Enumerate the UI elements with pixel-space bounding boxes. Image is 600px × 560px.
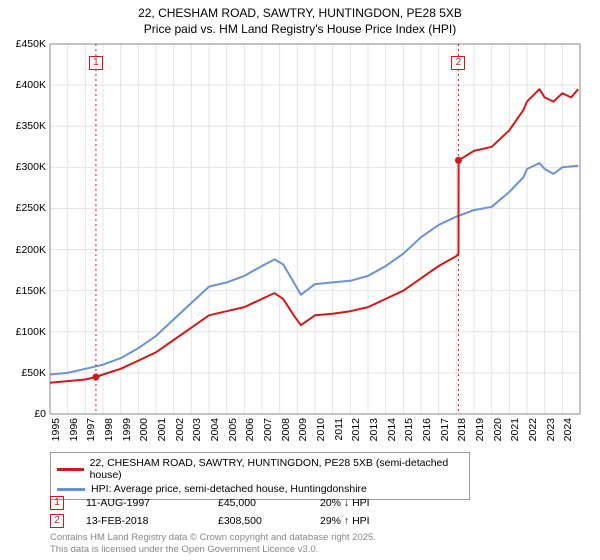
x-tick-label: 2011 [333, 418, 345, 441]
legend-label-price-paid: 22, CHESHAM ROAD, SAWTRY, HUNTINGDON, PE… [90, 457, 463, 481]
x-tick-label: 2010 [315, 418, 327, 441]
x-tick-label: 2024 [562, 418, 574, 441]
x-tick-label: 1997 [85, 418, 97, 441]
transaction-date-2: 13-FEB-2018 [86, 515, 196, 527]
x-tick-label: 2008 [280, 418, 292, 441]
transaction-price-2: £308,500 [218, 515, 298, 527]
transaction-price-1: £45,000 [218, 497, 298, 509]
legend-row-hpi: HPI: Average price, semi-detached house,… [57, 482, 463, 496]
x-tick-label: 1995 [50, 418, 62, 441]
y-tick-label: £50K [21, 367, 46, 379]
legend-row-price-paid: 22, CHESHAM ROAD, SAWTRY, HUNTINGDON, PE… [57, 456, 463, 482]
x-tick-label: 1996 [68, 418, 80, 441]
chart: 1995199619971998199920002001200220032004… [50, 44, 580, 414]
x-tick-label: 2015 [403, 418, 415, 441]
x-tick-label: 2012 [350, 418, 362, 441]
y-tick-label: £200K [16, 244, 46, 256]
x-tick-label: 2017 [439, 418, 451, 441]
transaction-delta-2: 29% ↑ HPI [320, 515, 370, 527]
footnote-line1: Contains HM Land Registry data © Crown c… [50, 532, 376, 544]
y-tick-label: £300K [16, 161, 46, 173]
transaction-row-2: 2 13-FEB-2018 £308,500 29% ↑ HPI [50, 514, 370, 528]
transaction-row-1: 1 11-AUG-1997 £45,000 20% ↓ HPI [50, 496, 370, 510]
x-tick-label: 2009 [297, 418, 309, 441]
x-tick-label: 1999 [121, 418, 133, 441]
title-address: 22, CHESHAM ROAD, SAWTRY, HUNTINGDON, PE… [0, 6, 600, 22]
transaction-delta-1: 20% ↓ HPI [320, 497, 370, 509]
x-tick-label: 2003 [191, 418, 203, 441]
y-tick-label: £400K [16, 79, 46, 91]
x-tick-label: 2006 [244, 418, 256, 441]
x-tick-label: 2001 [156, 418, 168, 441]
x-tick-label: 2022 [527, 418, 539, 441]
y-tick-label: £250K [16, 202, 46, 214]
transaction-date-1: 11-AUG-1997 [86, 497, 196, 509]
legend-swatch-hpi [57, 488, 85, 491]
x-tick-label: 2020 [492, 418, 504, 441]
transaction-badge-2: 2 [50, 514, 64, 528]
title-subtitle: Price paid vs. HM Land Registry's House … [0, 22, 600, 38]
x-tick-label: 2013 [368, 418, 380, 441]
y-tick-label: £100K [16, 326, 46, 338]
transaction-badge-1: 1 [50, 496, 64, 510]
y-tick-label: £350K [16, 120, 46, 132]
x-tick-label: 2019 [474, 418, 486, 441]
legend-swatch-price-paid [57, 468, 84, 471]
y-tick-label: £150K [16, 285, 46, 297]
y-tick-label: £450K [16, 38, 46, 50]
chart-svg [50, 44, 580, 414]
footnote-line2: This data is licensed under the Open Gov… [50, 544, 376, 556]
legend-label-hpi: HPI: Average price, semi-detached house,… [91, 483, 367, 495]
x-tick-label: 2000 [138, 418, 150, 441]
x-tick-label: 2018 [456, 418, 468, 441]
legend: 22, CHESHAM ROAD, SAWTRY, HUNTINGDON, PE… [50, 452, 470, 500]
x-tick-label: 2002 [174, 418, 186, 441]
footnote: Contains HM Land Registry data © Crown c… [50, 532, 376, 556]
x-tick-label: 2014 [386, 418, 398, 441]
x-tick-label: 2005 [227, 418, 239, 441]
x-tick-label: 2004 [209, 418, 221, 441]
x-tick-label: 2016 [421, 418, 433, 441]
y-tick-label: £0 [34, 408, 46, 420]
x-tick-label: 2023 [545, 418, 557, 441]
x-tick-label: 2007 [262, 418, 274, 441]
sale-marker-badge: 1 [89, 56, 103, 70]
sale-marker-badge: 2 [451, 56, 465, 70]
x-tick-label: 1998 [103, 418, 115, 441]
x-tick-label: 2021 [509, 418, 521, 441]
